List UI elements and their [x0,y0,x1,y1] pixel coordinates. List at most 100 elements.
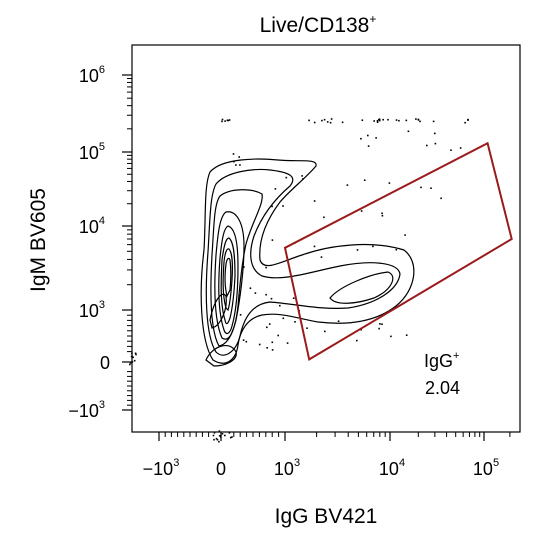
outlier-event [323,118,326,121]
y-tick-label: 106 [79,64,105,86]
outlier-event [265,293,267,296]
outlier-event [271,239,274,241]
outlier-event [356,249,359,251]
outlier-events [129,118,469,443]
outlier-event [266,326,268,329]
outlier-event [268,323,271,325]
outlier-event [286,342,289,344]
outlier-event [221,433,224,435]
outlier-event [324,330,326,333]
outlier-event [440,197,442,200]
outlier-event [388,182,391,184]
contour-line [222,248,233,312]
outlier-event [249,287,252,289]
outlier-event [426,144,428,147]
outlier-event [224,434,226,437]
y-axis-label: IgM BV605 [27,188,50,292]
outlier-event [129,362,132,364]
outlier-event [390,335,392,338]
outlier-event [459,147,462,149]
outlier-event [265,266,267,269]
outlier-event [376,120,379,122]
outlier-event [238,156,240,158]
outlier-event [129,363,131,366]
outlier-event [407,130,410,133]
outlier-event [301,175,303,177]
contour-line [209,293,227,329]
outlier-event [330,118,333,120]
outlier-event [360,210,363,212]
outlier-event [131,352,133,355]
contour-lines [200,158,415,367]
outlier-event [313,121,316,124]
outlier-event [218,430,221,432]
outlier-event [321,119,323,122]
outlier-event [360,137,362,140]
outlier-event [326,121,329,123]
outlier-event [266,347,268,349]
contour-line [218,225,239,335]
outlier-event [233,160,235,163]
igg-positive-gate[interactable] [283,141,513,361]
outlier-event [134,352,137,355]
outlier-event [131,360,134,363]
y-axis: −103 0 103 104 105 106 [68,64,132,421]
outlier-event [356,339,358,342]
outlier-event [387,118,389,121]
outlier-event [381,212,383,215]
outlier-event [212,434,215,437]
outlier-event [226,119,229,122]
outlier-event [228,432,231,434]
outlier-event [279,304,281,307]
outlier-event [434,142,437,145]
contour-line [205,344,237,367]
y-tick-label: 0 [100,353,110,373]
outlier-event [373,120,375,122]
outlier-event [382,118,384,121]
outlier-event [367,145,370,147]
outlier-event [420,186,422,189]
outlier-event [378,119,381,122]
outlier-event [381,323,383,325]
outlier-event [216,438,219,441]
y-tick-label: 105 [79,141,105,163]
outlier-event [213,432,216,434]
outlier-event [213,438,215,441]
outlier-event [419,120,421,123]
outlier-event [235,164,237,166]
outlier-event [243,266,245,268]
contour-line [329,271,394,304]
outlier-event [282,205,284,207]
outlier-event [376,121,379,123]
outlier-event [430,187,432,189]
outlier-event [271,349,274,351]
outlier-event [239,164,241,166]
outlier-event [395,119,398,121]
outlier-event [432,120,435,123]
outlier-event [398,119,400,122]
x-axis: −103 0 103 104 105 [143,432,511,479]
x-axis-label: IgG BV421 [275,505,378,528]
contour-line [214,211,245,340]
outlier-event [232,153,235,155]
outlier-event [245,340,248,343]
outlier-event [229,436,232,439]
outlier-event [258,343,261,346]
outlier-event [285,176,288,179]
outlier-event [218,435,221,437]
outlier-event [274,188,277,190]
outlier-event [215,437,218,440]
outlier-event [239,314,242,316]
outlier-event [270,297,273,300]
outlier-event [308,119,310,122]
outlier-event [135,353,137,356]
outlier-event [282,317,285,320]
outlier-event [417,119,420,121]
outlier-event [341,121,344,124]
outlier-event [378,118,381,120]
outlier-event [221,118,224,121]
outlier-event [254,292,257,294]
outlier-event [306,327,308,329]
outlier-event [231,436,233,438]
